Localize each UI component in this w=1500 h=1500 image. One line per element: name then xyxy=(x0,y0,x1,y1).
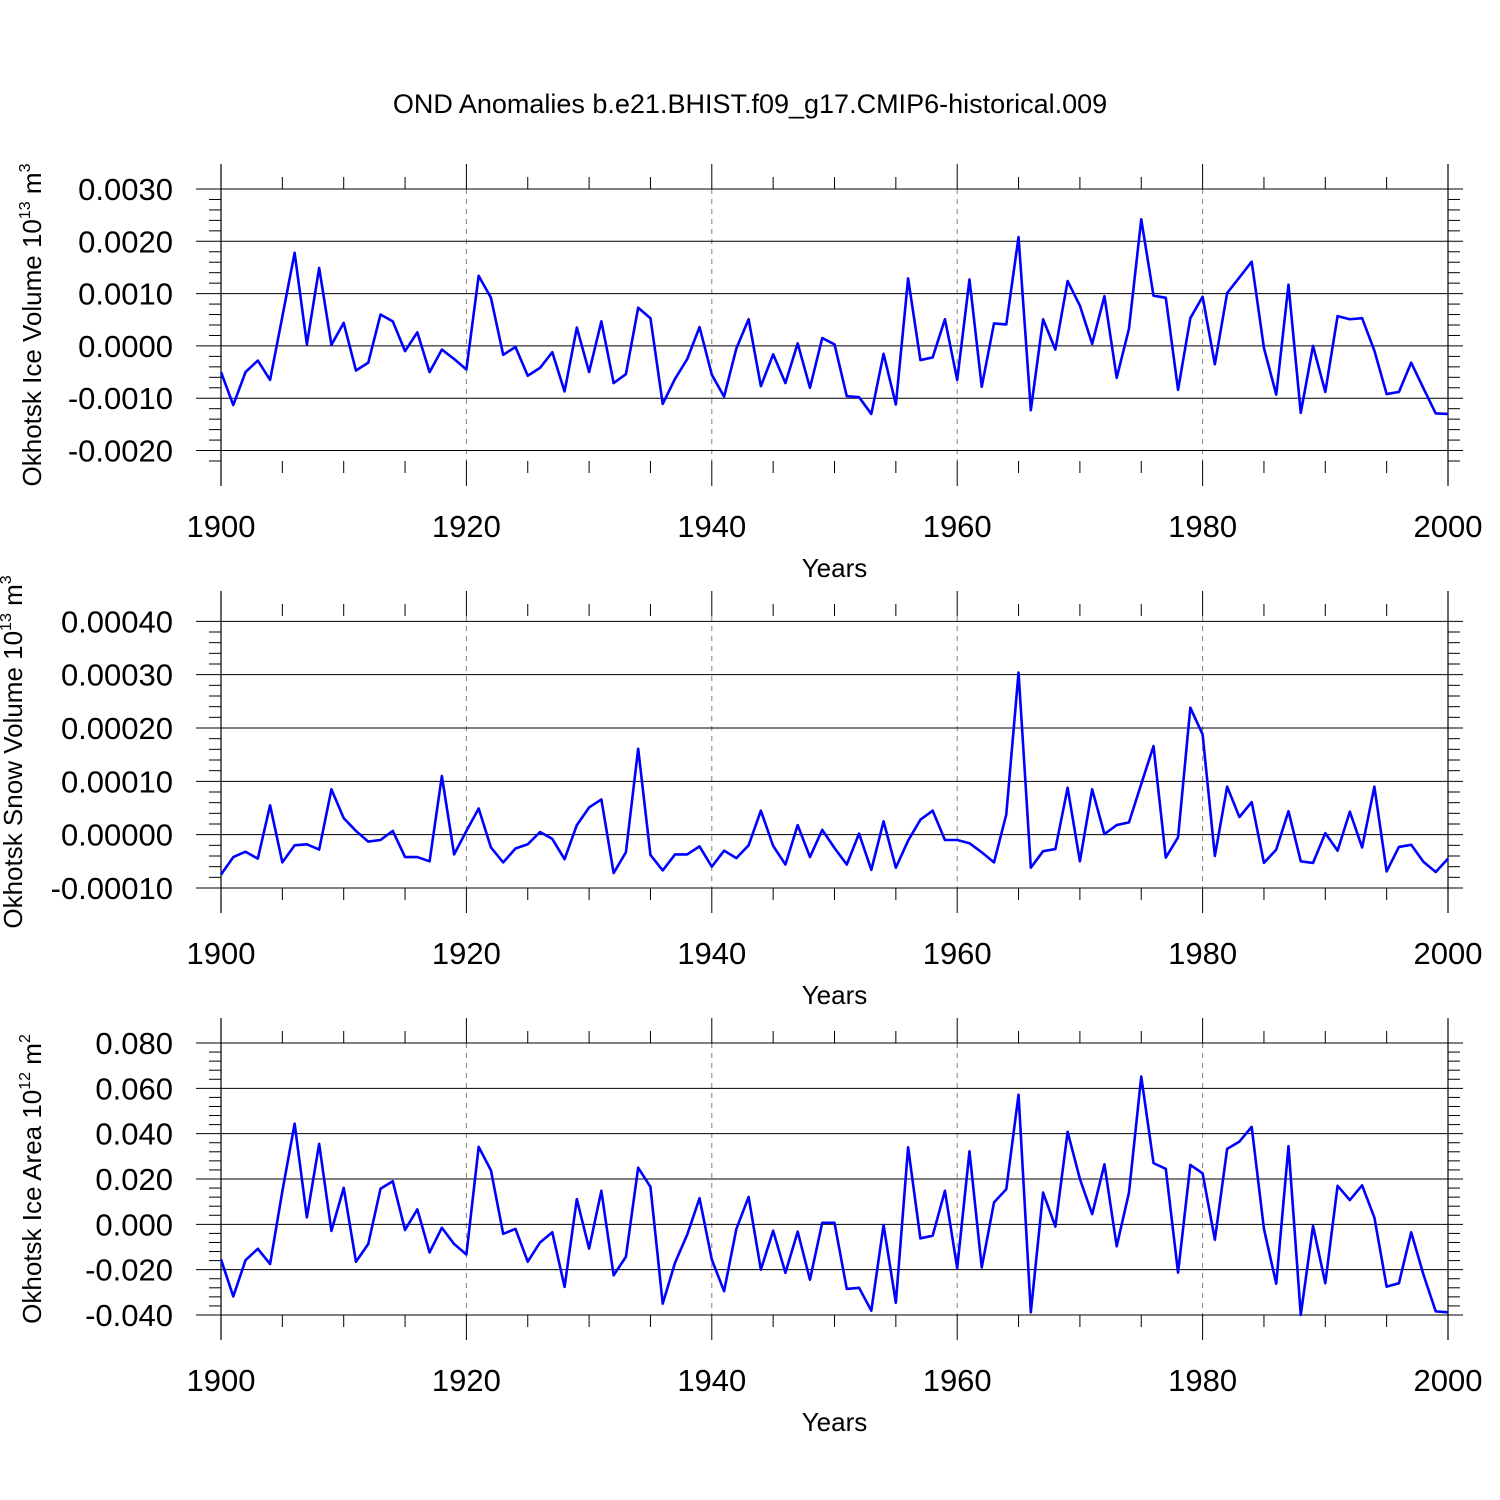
panel-2: -0.00010 0.00000 0.00010 0.00020 0.00030 0.00… xyxy=(0,575,1482,1010)
y-axis-label-main: Okhotsk Snow Volume 10 xyxy=(0,631,28,929)
y-axis-label-unit: m xyxy=(17,172,47,201)
panel-3: -0.040 -0.020 0.000 0.020 0.040 0.060 0.080 190… xyxy=(17,1018,1482,1437)
y-axis-label-unit: m xyxy=(0,584,28,613)
y-axis-label-exponent: 13 xyxy=(17,201,34,219)
panels: -0.0020 -0.0010 0.0000 0.0010 0.0020 0.0030 19… xyxy=(0,163,1482,1437)
y-tick-label: -0.0010 xyxy=(68,381,173,416)
y-tick-label: 0.0010 xyxy=(78,277,173,312)
y-axis-label-exponent: 12 xyxy=(17,1072,34,1090)
series-line xyxy=(219,1075,1449,1317)
y-tick-label: 0.00000 xyxy=(61,818,173,853)
x-tick-label: 1960 xyxy=(923,509,992,544)
x-tick-label: 1900 xyxy=(187,936,256,971)
x-tick-label: 1920 xyxy=(432,936,501,971)
x-tick-label: 2000 xyxy=(1414,936,1483,971)
y-axis-label-main: Okhotsk Ice Area 10 xyxy=(17,1090,47,1324)
y-tick-label: 0.040 xyxy=(95,1117,173,1152)
y-axis-label-unit-exponent: 3 xyxy=(17,163,34,172)
y-tick-label: 0.060 xyxy=(95,1071,173,1106)
x-axis-label: Years xyxy=(802,980,868,1010)
x-tick-label: 1960 xyxy=(923,936,992,971)
x-tick-label: 1980 xyxy=(1168,1363,1237,1398)
y-axis-label-main: Okhotsk Ice Volume 10 xyxy=(17,219,47,486)
x-tick-label: 1980 xyxy=(1168,936,1237,971)
y-tick-label: 0.020 xyxy=(95,1162,173,1197)
x-tick-label: 1920 xyxy=(432,509,501,544)
x-tick-label: 1900 xyxy=(187,509,256,544)
y-axis-label-unit-exponent: 3 xyxy=(0,575,15,584)
y-tick-label: 0.00030 xyxy=(61,658,173,693)
y-tick-label: 0.00020 xyxy=(61,711,173,746)
x-tick-label: 1920 xyxy=(432,1363,501,1398)
y-tick-label: 0.0020 xyxy=(78,224,173,259)
x-tick-label: 1980 xyxy=(1168,509,1237,544)
x-tick-label: 1940 xyxy=(677,936,746,971)
x-tick-label: 1940 xyxy=(677,509,746,544)
y-axis-label-exponent: 13 xyxy=(0,613,15,631)
series-line xyxy=(219,671,1449,876)
y-tick-label: 0.00010 xyxy=(61,764,173,799)
x-axis-label: Years xyxy=(802,553,868,583)
y-axis-label: Okhotsk Snow Volume 1013 m3 xyxy=(0,575,28,928)
x-tick-label: 2000 xyxy=(1414,509,1483,544)
x-tick-label: 1940 xyxy=(677,1363,746,1398)
panel-1: -0.0020 -0.0010 0.0000 0.0010 0.0020 0.0030 19… xyxy=(17,163,1482,583)
y-tick-label: -0.020 xyxy=(85,1253,173,1288)
figure-title: OND Anomalies b.e21.BHIST.f09_g17.CMIP6-… xyxy=(393,89,1107,119)
y-axis-label-unit-exponent: 2 xyxy=(17,1034,34,1043)
y-tick-label: -0.040 xyxy=(85,1298,173,1333)
series-line xyxy=(219,218,1449,416)
y-tick-label: 0.0000 xyxy=(78,329,173,364)
x-axis-label: Years xyxy=(802,1407,868,1437)
y-axis-label: Okhotsk Ice Volume 1013 m3 xyxy=(17,163,47,486)
x-tick-label: 2000 xyxy=(1414,1363,1483,1398)
y-tick-label: 0.00040 xyxy=(61,604,173,639)
y-tick-label: -0.0020 xyxy=(68,434,173,469)
y-axis-label-unit: m xyxy=(17,1043,47,1072)
y-axis-label: Okhotsk Ice Area 1012 m2 xyxy=(17,1034,47,1324)
y-tick-label: 0.000 xyxy=(95,1207,173,1242)
x-tick-label: 1960 xyxy=(923,1363,992,1398)
y-tick-label: 0.0030 xyxy=(78,172,173,207)
y-tick-label: -0.00010 xyxy=(51,871,173,906)
x-tick-label: 1900 xyxy=(187,1363,256,1398)
y-tick-label: 0.080 xyxy=(95,1026,173,1061)
